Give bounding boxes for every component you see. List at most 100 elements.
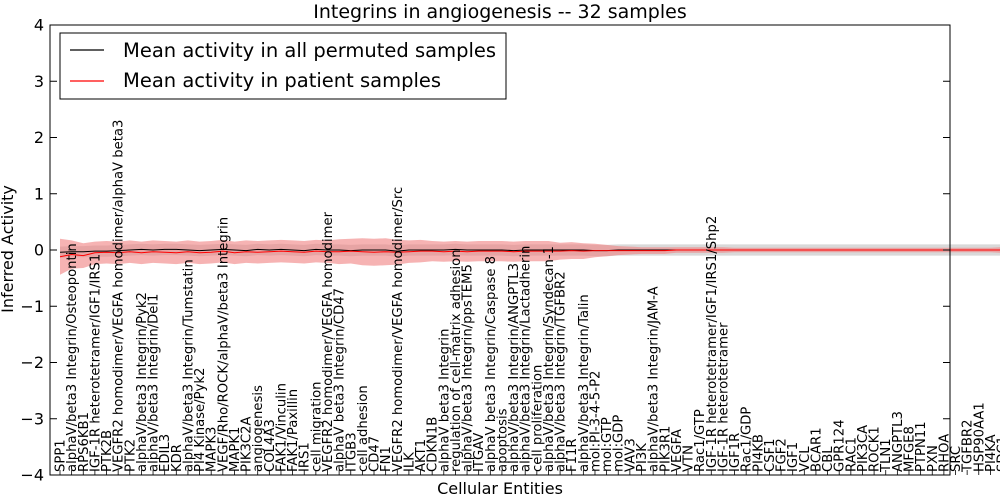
- entity-label: PTK2: [123, 439, 138, 472]
- entity-label: RHOA: [937, 434, 952, 472]
- entity-label: SDC1: [996, 436, 1000, 472]
- entity-label: EDIL3: [158, 434, 173, 472]
- entity-label: PIK3C2A: [240, 417, 255, 473]
- x-axis-label: Cellular Entities: [437, 479, 563, 498]
- entity-label: PI4KA: [984, 434, 999, 472]
- entity-label: ITGAV: [472, 433, 487, 472]
- entity-label: VEGFR2 homodimer/VEGFA homodimer: [321, 211, 336, 472]
- y-axis-label: Inferred Activity: [0, 185, 17, 313]
- y-tick-label: −3: [20, 409, 44, 428]
- entity-label: ITGB3: [344, 432, 359, 472]
- series-line-patient: [59, 249, 1000, 258]
- entity-label: alphaV/beta3 Integrin/ppsTEM5: [461, 264, 476, 472]
- entity-label: FGF2: [775, 438, 790, 472]
- entity-label: cell proliferation: [530, 365, 545, 472]
- entity-label: IGF-1R heterotetramer/IGF1/IRS1: [88, 254, 103, 472]
- entity-label: MAPK3: [205, 427, 220, 472]
- plot-frame: [49, 24, 951, 476]
- entity-label: mol:GDP: [612, 415, 627, 472]
- entity-label: ANGPTL3: [891, 411, 906, 472]
- entity-label: IGF-1R heterotetramer/IGF1/IRS1/Shp2: [705, 216, 720, 472]
- entity-label: alphaV/beta3 Integrin/Del1: [147, 294, 162, 472]
- entity-label: IRS1: [298, 442, 313, 472]
- entity-label: VEGFR2 homodimer/VEGFA homodimer/Src: [391, 187, 406, 472]
- entity-label: Rac1/GDP: [740, 407, 755, 472]
- entity-label: PI4KB: [751, 434, 766, 472]
- entity-label: MAPK1: [228, 427, 243, 472]
- entity-label: PIK3CA: [856, 425, 871, 472]
- entity-label: COL4A3: [263, 419, 278, 472]
- entity-label: CSF1: [763, 438, 778, 472]
- entity-label: RPS6KB1: [77, 412, 92, 472]
- y-tick-label: 4: [34, 16, 44, 35]
- entity-label: alphaV/beta3 Integrin/Syndecan-1: [542, 246, 557, 472]
- entity-label: PXN: [926, 445, 941, 472]
- entity-label: FN1: [379, 446, 394, 472]
- legend-label-patient: Mean activity in patient samples: [123, 69, 441, 92]
- y-tick-label: 3: [34, 72, 44, 91]
- series-lines: [59, 248, 1000, 258]
- y-tick-label: −4: [20, 466, 44, 485]
- entity-label: TLN1: [879, 438, 894, 473]
- legend-label-permuted: Mean activity in all permuted samples: [123, 39, 496, 62]
- entity-label: alphaV/beta3 Integrin/ANGPTL3: [507, 263, 522, 472]
- entity-label: VTN: [682, 445, 697, 472]
- entity-label: VEGF/Rho/ROCK/alphaV/beta3 Integrin: [216, 217, 231, 472]
- entity-label: CDKN1B: [426, 417, 441, 472]
- entity-label: RAC1: [844, 437, 859, 472]
- y-tick-label: −2: [20, 353, 44, 372]
- entity-label: IGF1R: [728, 433, 743, 472]
- entity-label: PI4 Kinase/Pyk2: [193, 368, 208, 472]
- entity-label: PI3K: [635, 443, 650, 472]
- entity-label: alphaV/beta3 Integrin/Talin: [577, 294, 592, 472]
- entity-label: VCL: [798, 446, 813, 472]
- entity-label: ROCK1: [868, 426, 883, 472]
- entity-label: angiogenesis: [251, 385, 266, 472]
- entity-label: cell adhesion: [356, 385, 371, 472]
- entity-label: F11R: [565, 438, 580, 472]
- entity-label: TGFBR2: [961, 420, 976, 473]
- entity-label: Rac1/GTP: [693, 409, 708, 472]
- band-patient: [60, 238, 1000, 275]
- entity-label: alphaV/beta3 Integrin/JAM-A: [647, 286, 662, 472]
- entity-label: alphaV/beta3 Integrin/Lactadherin: [519, 246, 534, 472]
- y-tick-label: 0: [34, 241, 44, 260]
- entity-label: alphaV beta3 Integrin: [437, 329, 452, 472]
- entity-label: SRC: [949, 446, 964, 472]
- chart-title: Integrins in angiogenesis -- 32 samples: [313, 1, 686, 23]
- entity-label: apoptosis: [495, 408, 510, 472]
- entity-label: ILK: [402, 452, 417, 472]
- y-tick-label: −1: [20, 297, 44, 316]
- entity-label: regulation of cell-matrix adhesion: [449, 249, 464, 472]
- entity-label: FAK1/Paxillin: [286, 389, 301, 472]
- entity-label: CD47: [368, 436, 383, 472]
- entity-label: PTK2B: [100, 430, 115, 472]
- entity-label: alphaV/beta3 Integrin/Tumstatin: [181, 259, 196, 472]
- legend: Mean activity in all permuted samples Me…: [59, 32, 507, 100]
- entity-label: mol:PI-3-4-5-P2: [589, 371, 604, 472]
- entity-label: alphaV/beta3 Integrin/TGFBR2: [554, 271, 569, 472]
- entity-label: IGF1: [786, 442, 801, 472]
- legend-box: [59, 32, 507, 100]
- entity-label: alphaV/beta3 Integrin/Pyk2: [135, 292, 150, 472]
- entity-label: KDR: [170, 444, 185, 472]
- entity-label: GPR124: [833, 419, 848, 472]
- entity-label: CBL: [821, 446, 836, 472]
- entity-label: alphaV beta3 Integrin/CD47: [333, 288, 348, 472]
- entity-label: IGF-1R heterotetramer: [716, 322, 731, 472]
- y-tick-label: 1: [34, 184, 44, 203]
- entity-label: HSP90AA1: [972, 402, 987, 472]
- entity-label: MFGE8: [903, 426, 918, 472]
- entity-label: VEGFR2 homodimer/VEGFA homodimer/alphaV …: [112, 120, 127, 472]
- entity-label: cell migration: [309, 381, 324, 472]
- y-tick-label: 2: [34, 128, 44, 147]
- y-axis-ticks: 4 3 2 1 0 −1 −2 −3 −4: [20, 16, 950, 485]
- entity-label: VEGFA: [670, 429, 685, 472]
- entity-label: VAV3: [623, 438, 638, 472]
- entity-label: PIK3R1: [658, 426, 673, 472]
- entity-label: BCAR1: [810, 427, 825, 472]
- entity-label: mol:GTP: [600, 417, 615, 472]
- entity-label: SPP1: [54, 439, 69, 472]
